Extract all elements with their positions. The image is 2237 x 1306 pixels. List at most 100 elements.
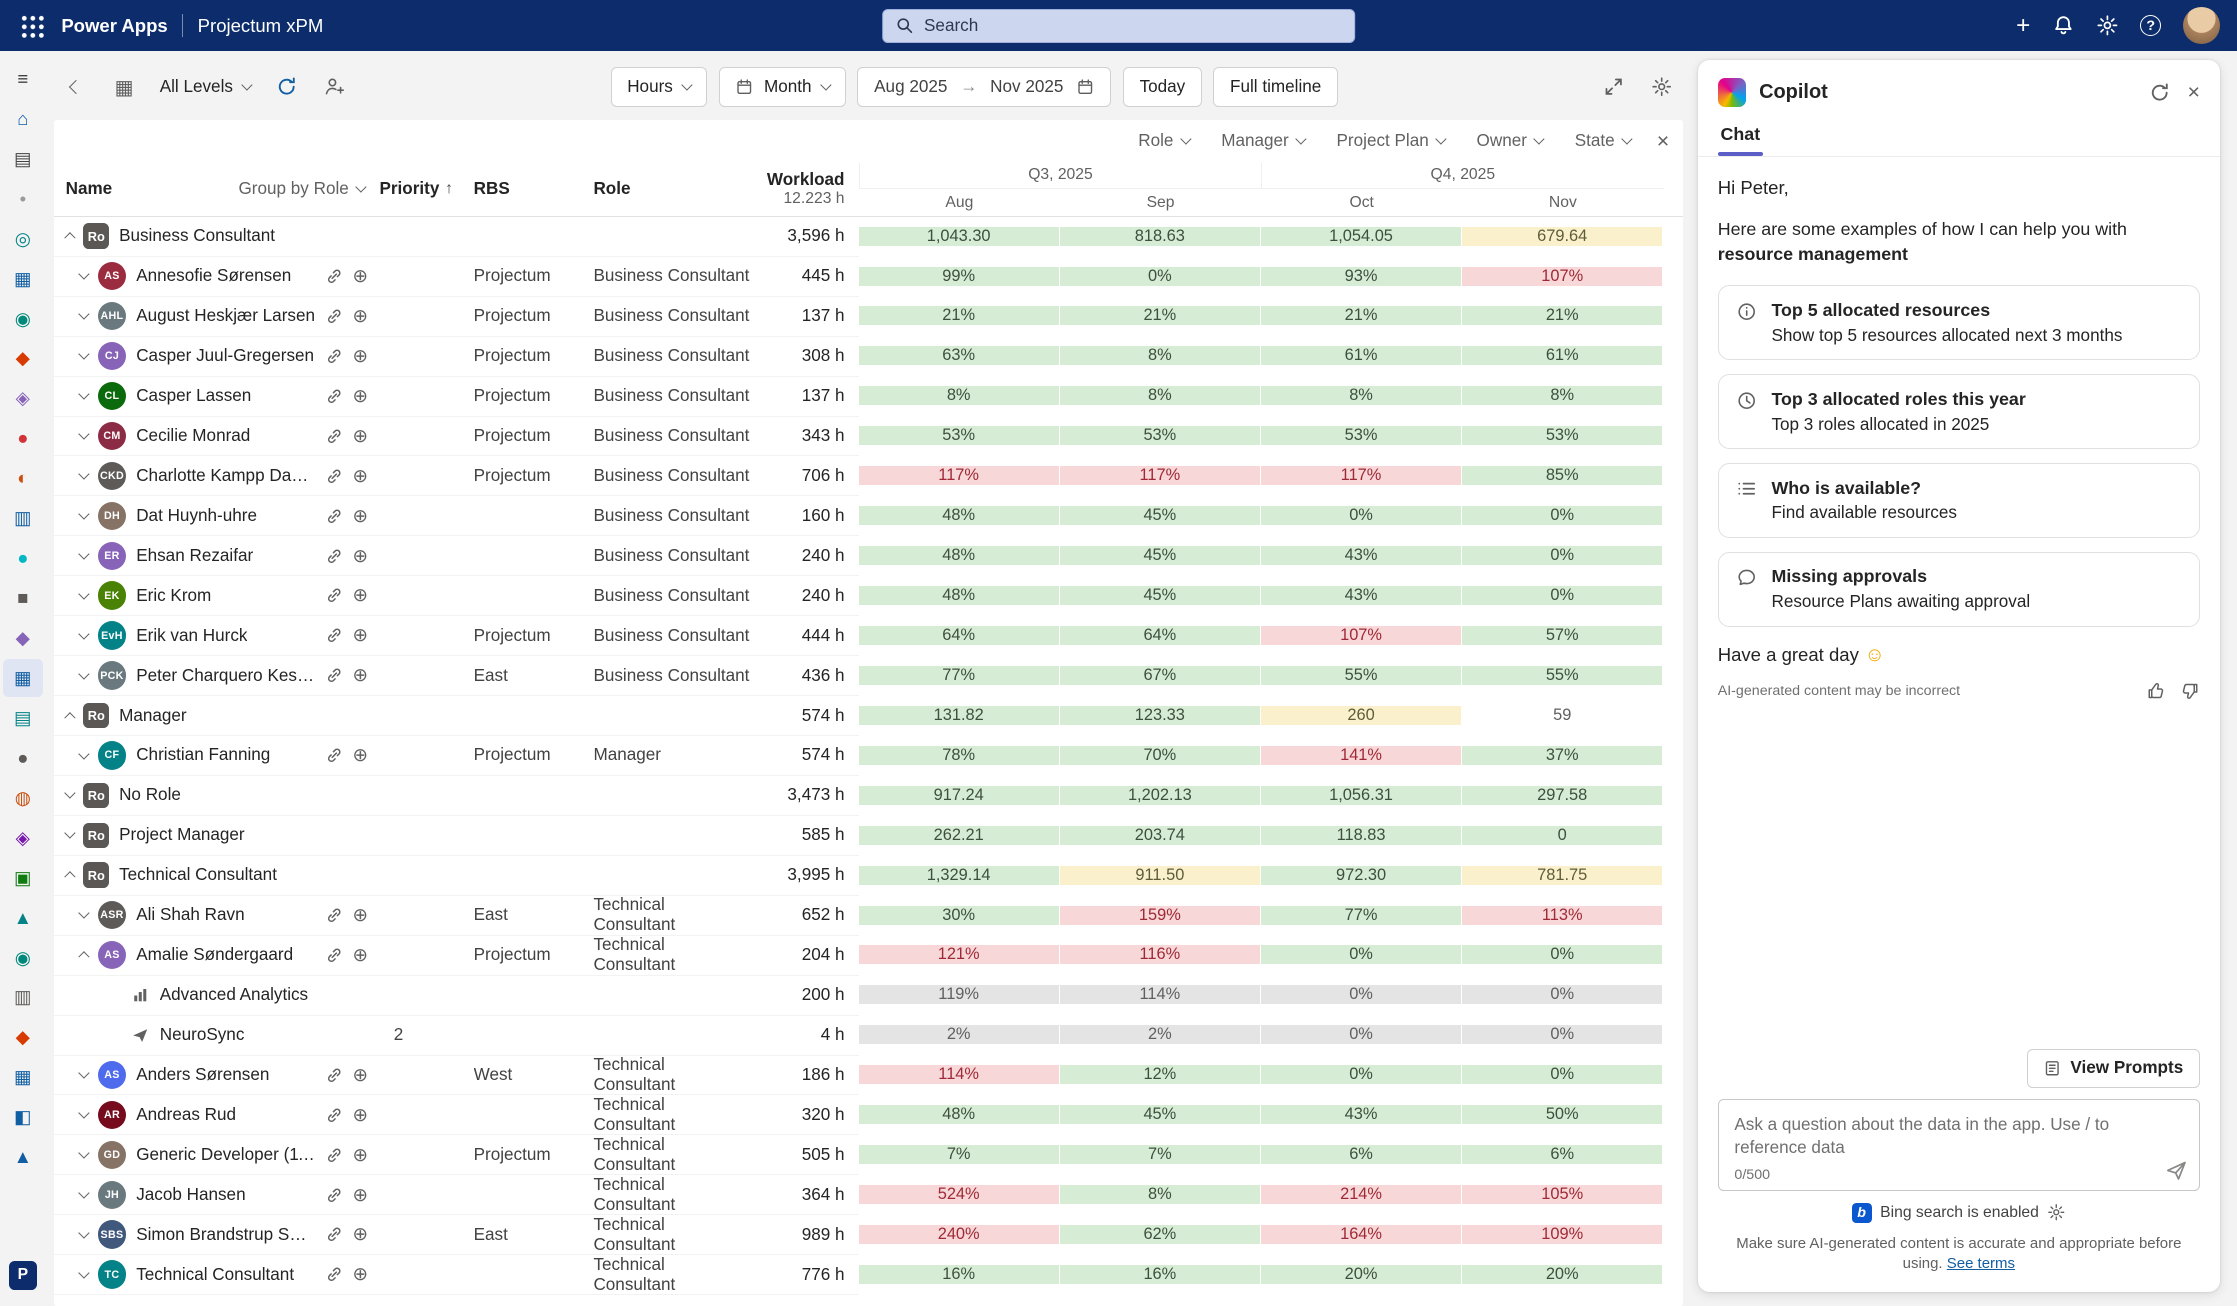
allocation-cell[interactable]: 53% — [1462, 426, 1663, 446]
add-allocation-icon[interactable]: ⊕ — [352, 544, 369, 566]
allocation-cell[interactable]: 93% — [1261, 266, 1461, 286]
timeline-settings-icon[interactable] — [1644, 68, 1681, 105]
app-icon-orange-person[interactable]: ◍ — [3, 779, 43, 818]
add-allocation-icon[interactable]: ⊕ — [352, 1143, 369, 1165]
add-allocation-icon[interactable]: ⊕ — [352, 1223, 369, 1245]
column-role[interactable]: Role — [593, 179, 631, 199]
add-allocation-icon[interactable]: ⊕ — [352, 664, 369, 686]
link-icon[interactable] — [325, 626, 344, 645]
expander-icon[interactable] — [63, 871, 76, 883]
app-icon-layers[interactable]: ▥ — [3, 978, 43, 1017]
add-allocation-icon[interactable]: ⊕ — [352, 624, 369, 646]
expander-icon[interactable] — [78, 1187, 90, 1199]
allocation-cell[interactable]: 55% — [1261, 665, 1461, 685]
allocation-cell[interactable]: 53% — [858, 426, 1059, 446]
allocation-cell[interactable]: 59 — [1462, 705, 1663, 725]
link-icon[interactable] — [325, 906, 344, 925]
allocation-cell[interactable]: 12% — [1059, 1065, 1260, 1085]
allocation-cell[interactable]: 105% — [1462, 1185, 1663, 1205]
allocation-cell[interactable]: 0 — [1462, 825, 1663, 845]
app-name[interactable]: Projectum xPM — [197, 14, 324, 36]
allocation-cell[interactable]: 0% — [1462, 945, 1663, 965]
link-icon[interactable] — [325, 666, 344, 685]
allocation-cell[interactable]: 45% — [1059, 1105, 1260, 1125]
scale-dropdown[interactable]: Month — [718, 67, 847, 107]
allocation-cell[interactable]: 78% — [858, 745, 1059, 765]
app-icon-green-sheet[interactable]: ▣ — [3, 859, 43, 898]
allocation-cell[interactable]: 16% — [858, 1264, 1059, 1284]
prompt-card[interactable]: Top 5 allocated resources Show top 5 reso… — [1717, 285, 2200, 360]
prompt-card[interactable]: Top 3 allocated roles this year Top 3 rol… — [1717, 374, 2200, 449]
allocation-cell[interactable]: 0% — [1059, 266, 1260, 286]
link-icon[interactable] — [325, 467, 344, 486]
allocation-cell[interactable]: 6% — [1462, 1145, 1663, 1165]
allocation-cell[interactable]: 62% — [1059, 1225, 1260, 1244]
add-allocation-icon[interactable]: ⊕ — [352, 943, 369, 965]
allocation-cell[interactable]: 113% — [1462, 905, 1663, 925]
copilot-input[interactable]: Ask a question about the data in the app… — [1717, 1098, 2200, 1192]
allocation-cell[interactable]: 0% — [1462, 985, 1663, 1005]
add-icon[interactable]: + — [2016, 11, 2031, 39]
add-allocation-icon[interactable]: ⊕ — [352, 464, 369, 486]
allocation-cell[interactable]: 45% — [1059, 546, 1260, 566]
allocation-cell[interactable]: 7% — [858, 1145, 1059, 1165]
link-icon[interactable] — [325, 1186, 344, 1205]
add-allocation-icon[interactable]: ⊕ — [352, 903, 369, 925]
allocation-cell[interactable]: 53% — [1261, 426, 1461, 446]
allocation-cell[interactable]: 117% — [1059, 466, 1260, 486]
app-icon-orange-share[interactable]: ◆ — [3, 1018, 43, 1057]
link-icon[interactable] — [325, 946, 344, 965]
expander-icon[interactable] — [78, 907, 90, 919]
expander-icon[interactable] — [78, 468, 90, 480]
allocation-cell[interactable]: 911.50 — [1059, 865, 1260, 885]
allocation-cell[interactable]: 57% — [1462, 625, 1663, 645]
copilot-restart-icon[interactable] — [2149, 82, 2170, 103]
allocation-cell[interactable]: 2% — [1059, 1025, 1260, 1045]
allocation-cell[interactable]: 117% — [1261, 466, 1461, 486]
insights-icon[interactable]: ▤ — [3, 140, 43, 179]
allocation-cell[interactable]: 107% — [1261, 625, 1461, 645]
link-icon[interactable] — [325, 307, 344, 326]
allocation-cell[interactable]: 0% — [1462, 506, 1663, 526]
column-priority[interactable]: Priority ↑ — [379, 179, 453, 199]
allocation-cell[interactable]: 45% — [1059, 586, 1260, 605]
add-allocation-icon[interactable]: ⊕ — [352, 384, 369, 406]
allocation-cell[interactable]: 67% — [1059, 665, 1260, 685]
allocation-cell[interactable]: 63% — [858, 346, 1059, 366]
allocation-cell[interactable]: 6% — [1261, 1145, 1461, 1165]
app-icon-people[interactable]: ◈ — [3, 379, 43, 418]
filter-role[interactable]: Role — [1138, 131, 1192, 151]
user-avatar[interactable] — [2182, 7, 2220, 45]
allocation-cell[interactable]: 48% — [858, 506, 1059, 526]
expander-icon[interactable] — [78, 747, 90, 759]
add-allocation-icon[interactable]: ⊕ — [352, 304, 369, 326]
thumbs-up-icon[interactable] — [2146, 681, 2166, 701]
expander-icon[interactable] — [78, 1067, 90, 1079]
allocation-cell[interactable]: 0% — [1462, 586, 1663, 605]
allocation-cell[interactable]: 61% — [1261, 346, 1461, 366]
filter-owner[interactable]: Owner — [1477, 131, 1545, 151]
allocation-cell[interactable]: 45% — [1059, 506, 1260, 526]
expander-icon[interactable] — [63, 712, 76, 724]
send-icon[interactable] — [2165, 1159, 2188, 1182]
link-icon[interactable] — [325, 1265, 344, 1284]
pinned-app-p[interactable]: P — [3, 1256, 43, 1295]
expander-icon[interactable] — [63, 827, 76, 839]
allocation-cell[interactable]: 114% — [1059, 985, 1260, 1005]
allocation-cell[interactable]: 524% — [858, 1185, 1059, 1205]
allocation-cell[interactable]: 818.63 — [1059, 226, 1260, 246]
allocation-cell[interactable]: 141% — [1261, 745, 1461, 765]
allocation-cell[interactable]: 16% — [1059, 1264, 1260, 1284]
global-search-input[interactable]: Search — [881, 8, 1356, 43]
link-icon[interactable] — [325, 1225, 344, 1244]
allocation-cell[interactable]: 85% — [1462, 466, 1663, 486]
allocation-cell[interactable]: 48% — [858, 546, 1059, 566]
allocation-cell[interactable]: 43% — [1261, 586, 1461, 605]
allocation-cell[interactable]: 159% — [1059, 905, 1260, 925]
expand-view-icon[interactable] — [1595, 68, 1632, 105]
allocation-cell[interactable]: 118.83 — [1261, 825, 1461, 845]
app-icon-teal-layers[interactable]: ▤ — [3, 699, 43, 738]
allocation-cell[interactable]: 240% — [858, 1225, 1059, 1244]
allocation-cell[interactable]: 116% — [1059, 945, 1260, 965]
copilot-close-icon[interactable]: × — [2187, 80, 2200, 104]
